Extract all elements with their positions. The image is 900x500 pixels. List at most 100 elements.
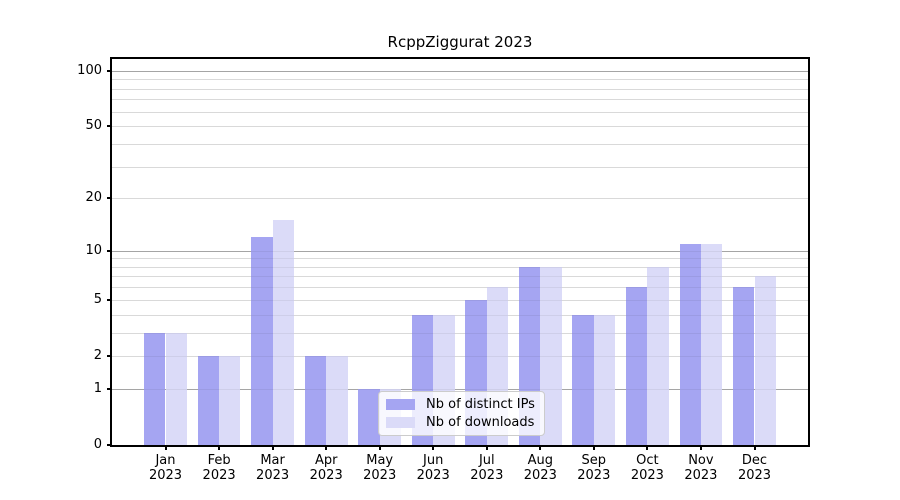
x-tick-year-apr: 2023	[309, 468, 343, 483]
y-tick-2	[107, 354, 112, 357]
gridline-minor-5	[112, 299, 808, 301]
x-tick-sep	[592, 445, 595, 450]
gridline-minor-40	[112, 143, 808, 145]
y-tick-label-20: 20	[85, 190, 102, 206]
x-tick-month-dec: Dec	[741, 453, 768, 468]
x-tick-label-feb: Feb 2023	[187, 453, 251, 483]
y-tick-5	[107, 298, 112, 301]
legend-swatch-distinct-ips	[386, 399, 415, 410]
x-tick-jan	[164, 445, 167, 450]
gridline-overlay-8	[112, 266, 808, 268]
x-tick-label-oct: Oct 2023	[615, 453, 679, 483]
x-tick-month-aug: Aug	[527, 453, 553, 468]
y-tick-50	[107, 125, 112, 128]
bar-nb-of-downloads-sep	[593, 314, 616, 445]
x-tick-month-mar: Mar	[260, 453, 285, 468]
bar-nb-of-distinct-ips-oct	[626, 287, 648, 445]
x-tick-jul	[485, 445, 488, 450]
bar-nb-of-distinct-ips-may	[358, 388, 380, 445]
x-tick-year-may: 2023	[363, 468, 397, 483]
bar-nb-of-downloads-apr	[326, 355, 348, 445]
x-axis: Jan 2023 Feb 2023 Mar 2023 Apr 2023 May 2023 Jun 20…	[112, 445, 808, 495]
gridline-minor-30	[112, 166, 808, 168]
plot-area: Nb of distinct IPs Nb of downloads	[110, 57, 810, 447]
bar-nb-of-distinct-ips-jan	[144, 332, 166, 445]
x-tick-year-jun: 2023	[416, 468, 450, 483]
x-tick-year-feb: 2023	[202, 468, 236, 483]
gridline-minor-90	[112, 79, 808, 81]
x-tick-month-jun: Jun	[423, 453, 444, 468]
y-tick-1	[107, 387, 112, 390]
y-tick-20	[107, 197, 112, 200]
bar-nb-of-distinct-ips-dec	[733, 287, 755, 445]
bar-nb-of-downloads-dec	[754, 276, 776, 445]
gridline-overlay-layer	[112, 59, 808, 445]
gridline-overlay-50	[112, 126, 808, 128]
x-tick-year-aug: 2023	[523, 468, 557, 483]
gridline-major-10	[112, 250, 808, 252]
gridline-overlay-30	[112, 166, 808, 168]
gridline-minor-60	[112, 111, 808, 113]
y-tick-0	[107, 444, 112, 446]
gridline-overlay-3	[112, 332, 808, 334]
legend-item-downloads: Nb of downloads	[386, 415, 535, 430]
gridline-overlay-40	[112, 143, 808, 145]
x-tick-year-jul: 2023	[470, 468, 504, 483]
x-tick-label-jan: Jan 2023	[134, 453, 198, 483]
legend-label-distinct-ips: Nb of distinct IPs	[426, 397, 535, 412]
gridline-overlay-9	[112, 258, 808, 260]
gridline-overlay-60	[112, 111, 808, 113]
x-tick-year-dec: 2023	[737, 468, 772, 483]
x-tick-month-apr: Apr	[314, 453, 338, 468]
x-tick-month-nov: Nov	[688, 453, 714, 468]
gridline-overlay-2	[112, 355, 808, 357]
legend: Nb of distinct IPs Nb of downloads	[378, 391, 545, 436]
gridline-overlay-80	[112, 88, 808, 90]
bar-nb-of-distinct-ips-nov	[679, 243, 701, 445]
y-tick-100	[107, 69, 112, 72]
y-tick-label-100: 100	[77, 62, 102, 78]
bar-nb-of-distinct-ips-sep	[572, 314, 594, 445]
y-tick-label-1: 1	[93, 380, 102, 396]
y-tick-label-5: 5	[93, 291, 102, 307]
gridline-overlay-10	[112, 250, 808, 252]
gridline-overlay-6	[112, 287, 808, 289]
bar-nb-of-downloads-aug	[540, 266, 562, 445]
x-tick-apr	[325, 445, 328, 450]
bar-nb-of-downloads-nov	[700, 243, 723, 445]
gridline-minor-6	[112, 287, 808, 289]
x-tick-year-jan: 2023	[148, 468, 183, 483]
x-tick-month-sep: Sep	[581, 453, 607, 468]
bar-nb-of-downloads-mar	[272, 220, 294, 445]
bar-nb-of-distinct-ips-mar	[251, 237, 273, 445]
gridline-minor-7	[112, 276, 808, 278]
x-tick-month-jul: Jul	[478, 453, 495, 468]
x-tick-month-may: May	[366, 453, 394, 468]
gridline-overlay-70	[112, 99, 808, 101]
y-tick-label-2: 2	[93, 347, 102, 363]
gridline-overlay-1	[112, 388, 808, 390]
x-tick-year-mar: 2023	[256, 468, 290, 483]
x-tick-mar	[271, 445, 274, 450]
x-tick-feb	[218, 445, 221, 450]
legend-label-downloads: Nb of downloads	[426, 415, 535, 430]
x-tick-jun	[432, 445, 435, 450]
x-tick-label-aug: Aug 2023	[508, 453, 572, 483]
gridline-overlay-4	[112, 314, 808, 316]
gridline-minor-20	[112, 198, 808, 200]
x-tick-label-jun: Jun 2023	[401, 453, 465, 483]
x-tick-dec	[753, 445, 756, 450]
y-tick-10	[107, 249, 112, 252]
y-tick-label-10: 10	[85, 242, 102, 258]
x-tick-label-dec: Dec 2023	[723, 453, 787, 483]
x-tick-nov	[699, 445, 702, 450]
x-tick-year-oct: 2023	[630, 468, 664, 483]
x-tick-oct	[646, 445, 649, 450]
gridline-minor-3	[112, 332, 808, 334]
gridlines-layer	[112, 59, 808, 445]
bar-nb-of-distinct-ips-apr	[304, 355, 327, 445]
gridline-overlay-7	[112, 276, 808, 278]
x-tick-year-sep: 2023	[577, 468, 611, 483]
x-tick-label-jul: Jul 2023	[455, 453, 519, 483]
